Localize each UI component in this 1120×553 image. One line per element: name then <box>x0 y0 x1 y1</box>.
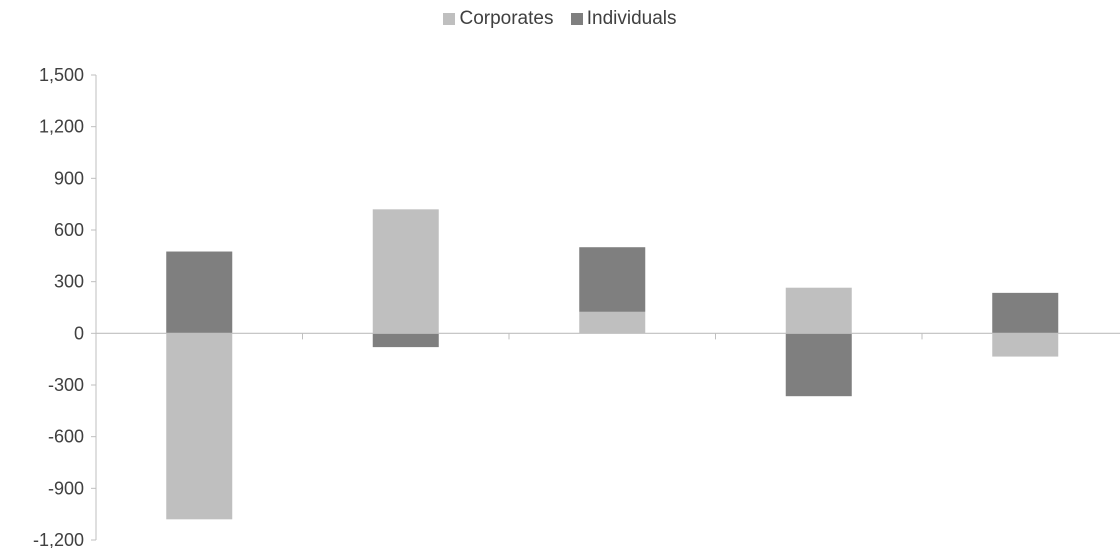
legend-swatch-corporates <box>443 13 456 25</box>
bar-corporates-1 <box>166 333 233 520</box>
y-tick-label: -1,200 <box>33 530 84 548</box>
y-tick-label: 300 <box>54 272 84 292</box>
bar-individuals-5 <box>992 292 1059 334</box>
y-tick-label: -300 <box>48 375 84 395</box>
y-tick-label: 1,500 <box>39 65 84 85</box>
legend-label-corporates: Corporates <box>459 8 554 29</box>
bar-corporates-4 <box>785 287 852 334</box>
y-tick-label: -600 <box>48 427 84 447</box>
y-tick-label: -900 <box>48 478 84 498</box>
bar-corporates-5 <box>992 333 1059 357</box>
bar-individuals-3 <box>579 247 646 312</box>
y-tick-label: 600 <box>54 220 84 240</box>
legend-label-individuals: Individuals <box>586 8 677 29</box>
legend-item-corporates: Corporates <box>443 8 553 30</box>
bar-individuals-2 <box>372 333 439 348</box>
legend: Corporates Individuals <box>0 8 1120 31</box>
bar-individuals-4 <box>785 333 852 397</box>
bar-corporates-2 <box>372 209 439 334</box>
y-tick-label: 0 <box>74 323 84 343</box>
legend-swatch-individuals <box>570 13 583 25</box>
bar-corporates-3 <box>579 311 646 334</box>
bar-individuals-1 <box>166 251 233 334</box>
legend-item-individuals: Individuals <box>570 8 677 30</box>
y-tick-label: 900 <box>54 168 84 188</box>
y-tick-label: 1,200 <box>39 117 84 137</box>
